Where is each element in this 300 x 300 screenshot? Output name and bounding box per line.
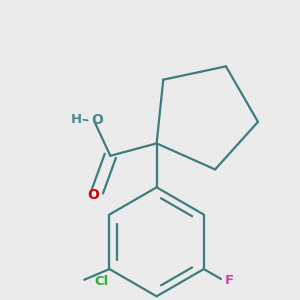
Text: F: F	[225, 274, 234, 287]
Text: H: H	[70, 113, 82, 126]
Text: O: O	[88, 188, 99, 202]
Text: Cl: Cl	[94, 275, 108, 288]
Text: O: O	[91, 113, 103, 127]
